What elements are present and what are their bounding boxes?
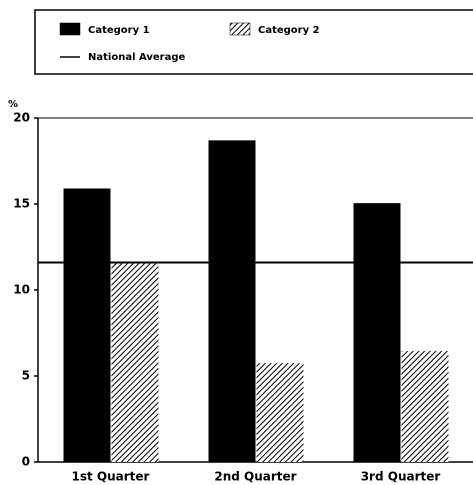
bar bbox=[111, 262, 159, 462]
legend-label: Category 1 bbox=[88, 25, 150, 36]
legend-box bbox=[34, 9, 473, 75]
bar bbox=[256, 363, 304, 462]
x-tick-label: 2nd Quarter bbox=[214, 470, 296, 484]
y-tick-label: 0 bbox=[22, 455, 30, 469]
y-tick-label: 10 bbox=[13, 283, 30, 297]
legend-swatch bbox=[229, 22, 251, 36]
y-axis-label: % bbox=[8, 99, 18, 110]
legend-label: National Average bbox=[88, 52, 185, 63]
bar bbox=[63, 188, 111, 462]
y-tick-label: 15 bbox=[13, 197, 30, 211]
y-tick-label: 20 bbox=[13, 111, 30, 125]
bar bbox=[208, 140, 256, 463]
legend-label: Category 2 bbox=[258, 25, 320, 36]
x-tick-label: 3rd Quarter bbox=[361, 470, 441, 484]
x-tick-label: 1st Quarter bbox=[72, 470, 150, 484]
y-tick-label: 5 bbox=[22, 369, 30, 383]
bar bbox=[353, 203, 401, 462]
legend-swatch bbox=[59, 22, 81, 36]
bar bbox=[401, 351, 449, 462]
